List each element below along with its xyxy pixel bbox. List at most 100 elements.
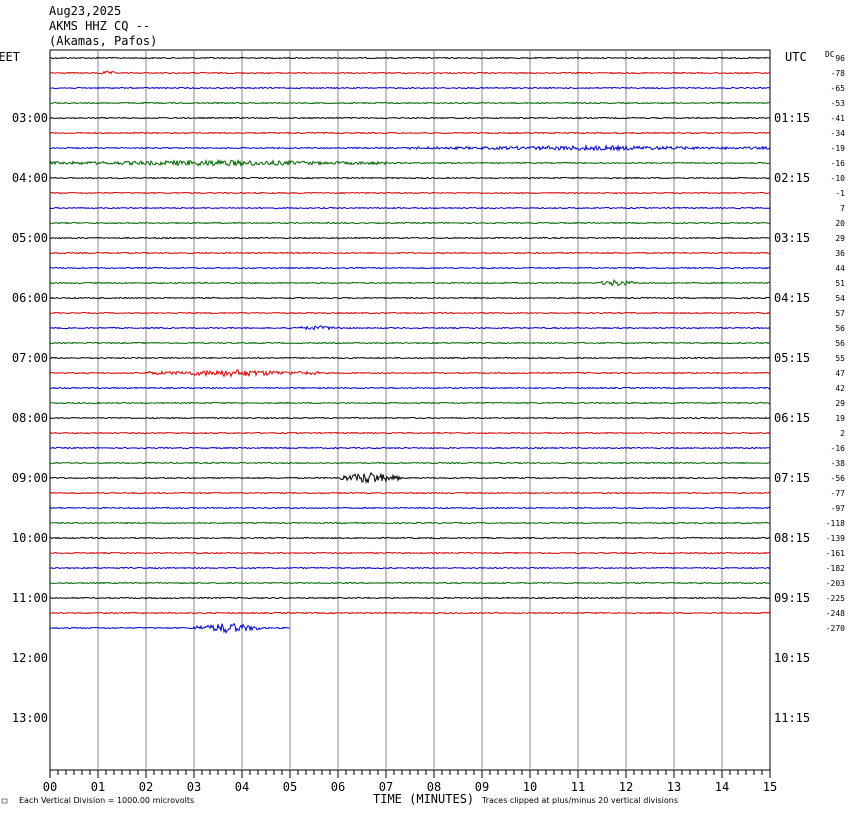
dc-offset-label: 20 — [835, 219, 845, 228]
seismic-trace — [49, 611, 771, 615]
x-tick-label: 14 — [715, 780, 729, 794]
right-hour-label: 08:15 — [774, 531, 810, 545]
x-tick-label: 00 — [43, 780, 57, 794]
seismic-trace — [49, 401, 771, 405]
seismic-trace — [49, 101, 771, 105]
seismic-trace — [49, 70, 771, 75]
x-tick-label: 03 — [187, 780, 201, 794]
seismic-trace — [49, 131, 771, 135]
x-axis-title: TIME (MINUTES) — [373, 792, 475, 806]
x-tick-label: 13 — [667, 780, 681, 794]
seismic-trace — [49, 386, 771, 390]
left-hour-label: 12:00 — [12, 651, 48, 665]
station-location: (Akamas, Pafos) — [49, 34, 158, 48]
dc-offset-label: -53 — [831, 99, 846, 108]
right-hour-label: 01:15 — [774, 111, 810, 125]
x-tick-label: 11 — [571, 780, 585, 794]
seismic-trace — [49, 221, 771, 225]
x-tick-label: 05 — [283, 780, 297, 794]
seismic-trace — [49, 296, 771, 300]
dc-offset-label: 47 — [835, 369, 845, 378]
dc-offset-label: -78 — [831, 69, 846, 78]
seismic-trace — [49, 341, 771, 345]
right-hour-label: 10:15 — [774, 651, 810, 665]
dc-offset-label: -77 — [831, 489, 846, 498]
left-hour-label: 04:00 — [12, 171, 48, 185]
left-hour-label: 03:00 — [12, 111, 48, 125]
scale-note: Each Vertical Division = 1000.00 microvo… — [19, 796, 195, 805]
x-tick-label: 15 — [763, 780, 777, 794]
dc-offset-label: 96 — [835, 54, 845, 63]
dc-offset-label: -1 — [835, 189, 845, 198]
right-hour-label: 02:15 — [774, 171, 810, 185]
dc-offset-label: 29 — [835, 399, 845, 408]
dc-offset-label: -248 — [826, 609, 845, 618]
left-hour-label: 09:00 — [12, 471, 48, 485]
dc-offset-label: -118 — [826, 519, 845, 528]
x-tick-label: 04 — [235, 780, 249, 794]
right-hour-label: 06:15 — [774, 411, 810, 425]
dc-offset-label: 56 — [835, 324, 845, 333]
plot-frame — [49, 49, 771, 771]
dc-offset-label: -41 — [831, 114, 846, 123]
left-hour-label: 07:00 — [12, 351, 48, 365]
dc-offset-label: 36 — [835, 249, 845, 258]
x-tick-label: 12 — [619, 780, 633, 794]
dc-offset-label: 57 — [835, 309, 845, 318]
x-tick-label: 09 — [475, 780, 489, 794]
seismic-trace — [49, 506, 771, 510]
dc-offset-label: 51 — [835, 279, 845, 288]
seismic-trace — [49, 596, 771, 600]
dc-offset-label: -19 — [831, 144, 846, 153]
x-tick-label: 02 — [139, 780, 153, 794]
seismic-trace — [49, 491, 771, 495]
dc-offset-label: -10 — [831, 174, 846, 183]
right-hour-label: 09:15 — [774, 591, 810, 605]
dc-offset-label: -203 — [826, 579, 845, 588]
station-code: AKMS HHZ CQ -- — [49, 19, 151, 33]
left-hour-label: 10:00 — [12, 531, 48, 545]
seismic-trace — [49, 551, 771, 555]
seismic-trace — [49, 86, 771, 90]
dc-offset-label: -161 — [826, 549, 845, 558]
dc-offset-label: -97 — [831, 504, 846, 513]
right-hour-label: 03:15 — [774, 231, 810, 245]
dc-offset-label: -16 — [831, 444, 846, 453]
seismic-trace — [49, 191, 771, 195]
dc-offset-label: -182 — [826, 564, 845, 573]
seismic-trace — [49, 446, 771, 450]
dc-offset-label: -56 — [831, 474, 846, 483]
left-hour-label: 08:00 — [12, 411, 48, 425]
left-timezone-label: EET — [0, 50, 20, 64]
dc-offset-label: -34 — [831, 129, 846, 138]
dc-offset-label: 56 — [835, 339, 845, 348]
seismic-trace — [49, 56, 771, 60]
dc-offset-label: 7 — [840, 204, 845, 213]
seismic-trace — [49, 471, 771, 485]
x-tick-label: 10 — [523, 780, 537, 794]
left-hour-label: 13:00 — [12, 711, 48, 725]
right-hour-label: 11:15 — [774, 711, 810, 725]
dc-offset-label: 44 — [835, 264, 845, 273]
dc-offset-label: -16 — [831, 159, 846, 168]
seismic-trace — [49, 176, 771, 180]
dc-offset-label: 42 — [835, 384, 845, 393]
right-hour-label: 05:15 — [774, 351, 810, 365]
seismic-trace — [49, 158, 771, 168]
dc-offset-label: 19 — [835, 414, 845, 423]
right-timezone-label: UTC — [785, 50, 807, 64]
seismic-trace — [49, 461, 771, 465]
dc-label: DC — [825, 50, 835, 59]
seismic-trace — [49, 622, 291, 635]
right-hour-label: 07:15 — [774, 471, 810, 485]
right-hour-label: 04:15 — [774, 291, 810, 305]
dc-offset-label: -139 — [826, 534, 845, 543]
left-hour-label: 06:00 — [12, 291, 48, 305]
x-tick-label: 01 — [91, 780, 105, 794]
clip-note: Traces clipped at plus/minus 20 vertical… — [482, 796, 679, 805]
seismic-trace — [49, 369, 771, 378]
record-date: Aug23,2025 — [49, 4, 122, 18]
x-tick-label: 06 — [331, 780, 345, 794]
seismic-trace — [49, 581, 771, 585]
